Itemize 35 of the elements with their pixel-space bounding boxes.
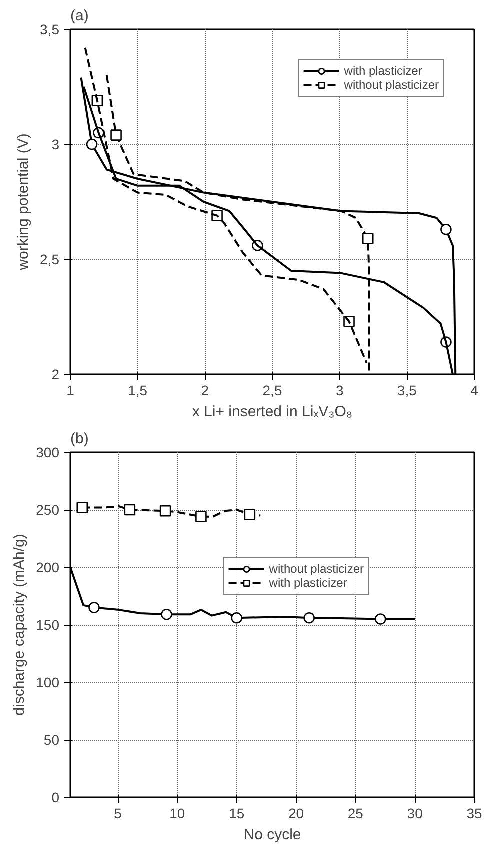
x-tick-label: 1,5 <box>128 382 148 398</box>
y-tick-label: 2 <box>52 366 60 382</box>
x-tick-label: 20 <box>288 806 304 822</box>
y-axis-title: discharge capacity (mAh/g) <box>11 534 28 716</box>
y-tick-label: 2,5 <box>40 252 60 268</box>
x-tick-label: 2,5 <box>262 382 282 398</box>
x-tick-label: 4 <box>470 382 479 398</box>
x-tick-label: 10 <box>170 806 186 822</box>
y-tick-label: 50 <box>44 732 60 748</box>
y-tick-label: 300 <box>36 444 60 460</box>
x-tick-label: 1 <box>66 382 75 398</box>
x-tick-label: 15 <box>229 806 245 822</box>
y-tick-label: 0 <box>52 790 60 806</box>
x-tick-label: 2 <box>201 382 210 398</box>
x-tick-label: 3 <box>336 382 344 398</box>
x-tick-label: 3,5 <box>397 382 418 398</box>
chart-title: (b) <box>70 430 89 448</box>
x-tick-label: 35 <box>466 806 482 822</box>
y-tick-label: 100 <box>36 674 60 690</box>
y-axis-title: working potential (V) <box>15 134 32 272</box>
x-axis-title: x Li+ inserted in LiₓV₃O₈ <box>192 404 353 420</box>
x-tick-label: 5 <box>114 806 122 822</box>
x-tick-label: 25 <box>348 806 364 822</box>
y-tick-label: 200 <box>36 560 60 576</box>
legend-label: without plasticizer <box>269 562 364 576</box>
legend-label: without plasticizer <box>344 78 439 92</box>
y-tick-label: 3 <box>52 136 60 152</box>
y-tick-label: 250 <box>36 502 60 518</box>
x-tick-label: 30 <box>407 806 424 822</box>
x-axis-title: No cycle <box>244 826 302 844</box>
y-tick-label: 3,5 <box>40 22 60 38</box>
legend-label: with plasticizer <box>344 64 422 78</box>
legend-label: with plasticizer <box>269 576 348 590</box>
chart-title: (a) <box>70 8 89 24</box>
y-tick-label: 150 <box>36 617 60 633</box>
